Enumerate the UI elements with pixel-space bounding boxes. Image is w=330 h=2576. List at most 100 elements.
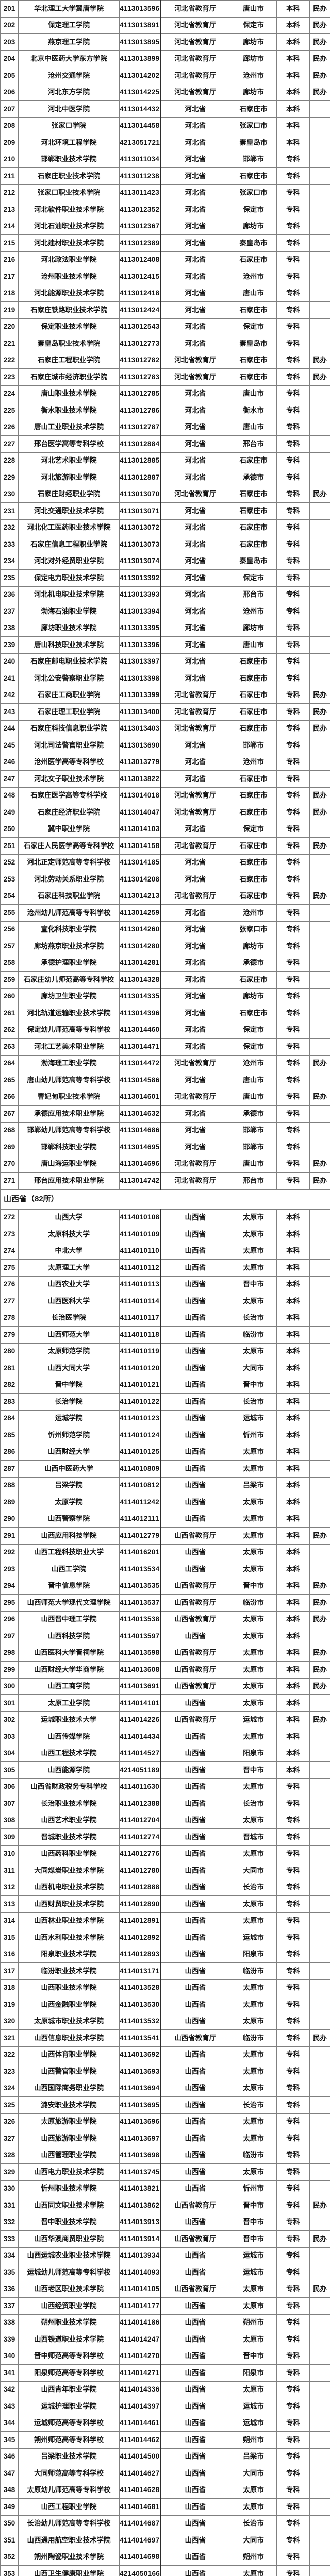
cell-name: 山西工学院 — [18, 1561, 120, 1578]
table-row: 239 唐山科技职业技术学院 4113013396 河北省 唐山市 专科 — [0, 636, 330, 654]
cell-code: 4114012388 — [119, 1795, 161, 1812]
cell-code: 4113012782 — [119, 351, 161, 369]
cell-no: 281 — [0, 1360, 19, 1377]
cell-note: 民办 — [309, 703, 330, 721]
cell-no: 275 — [0, 1259, 19, 1277]
cell-level: 专科 — [276, 351, 310, 369]
cell-level: 专科 — [276, 2431, 310, 2449]
cell-name: 山西应用科技学院 — [18, 1527, 120, 1545]
cell-no: 286 — [0, 1443, 19, 1461]
cell-code: 4114013608 — [119, 1661, 161, 1679]
cell-code: 4114014177 — [119, 2297, 161, 2315]
cell-no: 324 — [0, 2079, 19, 2097]
cell-level: 专科 — [276, 2113, 310, 2130]
cell-dept: 河北省 — [160, 770, 230, 788]
cell-no: 273 — [0, 1226, 19, 1243]
cell-name: 石家庄人民医学高等专科学校 — [18, 837, 120, 855]
cell-name: 晋中师范高等专科学校 — [18, 2347, 120, 2365]
cell-name: 河北劳动关系职业学院 — [18, 871, 120, 888]
cell-level: 本科 — [276, 100, 310, 118]
cell-name: 保定幼儿师范高等专科学校 — [18, 1021, 120, 1039]
cell-no: 306 — [0, 1778, 19, 1795]
table-row: 201 华北理工大学冀唐学院 4113013596 河北省教育厅 唐山市 本科 民办 — [0, 0, 330, 18]
cell-no: 287 — [0, 1460, 19, 1478]
cell-level: 专科 — [276, 988, 310, 1005]
cell-note — [309, 1326, 330, 1344]
cell-name: 河北能源职业技术学院 — [18, 284, 120, 302]
cell-code: 4114013528 — [119, 1979, 161, 1996]
cell-city: 保定市 — [230, 16, 277, 34]
cell-city: 沧州市 — [230, 753, 277, 771]
cell-name: 山西能源学院 — [18, 1761, 120, 1779]
cell-dept: 河北省教育厅 — [160, 887, 230, 905]
cell-name: 山西机电职业技术学院 — [18, 1878, 120, 1896]
cell-level: 专科 — [276, 469, 310, 486]
cell-level: 专科 — [276, 569, 310, 587]
cell-city: 保定市 — [230, 1021, 277, 1039]
cell-dept: 河北省 — [160, 452, 230, 469]
cell-no: 317 — [0, 1962, 19, 1980]
cell-level: 本科 — [276, 1259, 310, 1277]
cell-dept: 河北省教育厅 — [160, 720, 230, 737]
cell-level: 专科 — [276, 871, 310, 888]
cell-name: 山西艺术职业学院 — [18, 1811, 120, 1829]
table-row: 232 河北化工医药职业技术学院 4113013072 河北省 石家庄市 专科 — [0, 519, 330, 536]
cell-code: 4114013694 — [119, 2079, 161, 2097]
cell-name: 石家庄城市经济职业学院 — [18, 368, 120, 386]
table-row: 349 山西工程职业学院 4114014681 山西省 太原市 专科 — [0, 2498, 330, 2516]
table-row: 290 山西警察学院 4114012111 山西省 太原市 本科 — [0, 1510, 330, 1528]
cell-no: 236 — [0, 586, 19, 603]
cell-dept: 河北省 — [160, 670, 230, 687]
table-row: 298 山西医科大学晋祠学院 4114013598 山西省教育厅 太原市 本科 民办 — [0, 1644, 330, 1662]
table-row: 261 河北轨道运输职业技术学院 4113014396 河北省 石家庄市 专科 — [0, 1005, 330, 1022]
table-row: 352 朔州陶瓷职业技术学院 4114014698 山西省 朔州市 专科 — [0, 2548, 330, 2566]
cell-level: 本科 — [276, 16, 310, 34]
cell-no: 221 — [0, 335, 19, 352]
cell-name: 河北环境工程学院 — [18, 134, 120, 151]
cell-city: 石家庄市 — [230, 519, 277, 536]
cell-code: 4113014328 — [119, 971, 161, 989]
cell-dept: 河北省教育厅 — [160, 16, 230, 34]
cell-note — [309, 2297, 330, 2315]
table-row: 231 河北交通职业技术学院 4113013071 河北省 石家庄市 专科 — [0, 502, 330, 520]
cell-no: 288 — [0, 1477, 19, 1494]
cell-level: 本科 — [276, 1494, 310, 1511]
table-row: 226 唐山工业职业技术学院 4113012787 河北省 唐山市 专科 — [0, 418, 330, 436]
cell-level: 专科 — [276, 2079, 310, 2097]
cell-name: 石家庄财经职业学院 — [18, 485, 120, 503]
cell-code: 4114013692 — [119, 2046, 161, 2063]
cell-dept: 山西省 — [160, 2565, 230, 2576]
cell-code: 4114010120 — [119, 1360, 161, 1377]
cell-name: 山西工商学院 — [18, 1677, 120, 1695]
cell-note: 民办 — [309, 1577, 330, 1595]
table-row: 211 石家庄职业技术学院 4113011238 河北省 石家庄市 专科 — [0, 167, 330, 185]
cell-city: 保定市 — [230, 318, 277, 335]
cell-level: 专科 — [276, 2163, 310, 2181]
cell-city: 大同市 — [230, 2465, 277, 2482]
cell-dept: 山西省 — [160, 1427, 230, 1444]
cell-dept: 河北省 — [160, 150, 230, 168]
cell-city: 廊坊市 — [230, 938, 277, 955]
cell-name: 石家庄职业技术学院 — [18, 167, 120, 185]
cell-no: 206 — [0, 83, 19, 101]
cell-level: 专科 — [276, 452, 310, 469]
cell-name: 山西财经大学 — [18, 1443, 120, 1461]
cell-dept: 山西省 — [160, 1761, 230, 1779]
cell-name: 河北轨道运输职业技术学院 — [18, 1005, 120, 1022]
cell-note — [309, 1845, 330, 1862]
cell-dept: 山西省 — [160, 2079, 230, 2097]
cell-dept: 山西省 — [160, 1510, 230, 1528]
cell-no: 244 — [0, 720, 19, 737]
cell-note — [309, 1122, 330, 1139]
cell-code: 4114013537 — [119, 1594, 161, 1612]
cell-city: 唐山市 — [230, 418, 277, 436]
cell-code: 4113012783 — [119, 368, 161, 386]
cell-note — [309, 2364, 330, 2382]
cell-city: 长治市 — [230, 1878, 277, 1896]
cell-city: 石家庄市 — [230, 770, 277, 788]
cell-no: 326 — [0, 2113, 19, 2130]
cell-note — [309, 2465, 330, 2482]
cell-no: 350 — [0, 2515, 19, 2532]
cell-city: 临汾市 — [230, 1594, 277, 1612]
cell-level: 本科 — [276, 1410, 310, 1427]
